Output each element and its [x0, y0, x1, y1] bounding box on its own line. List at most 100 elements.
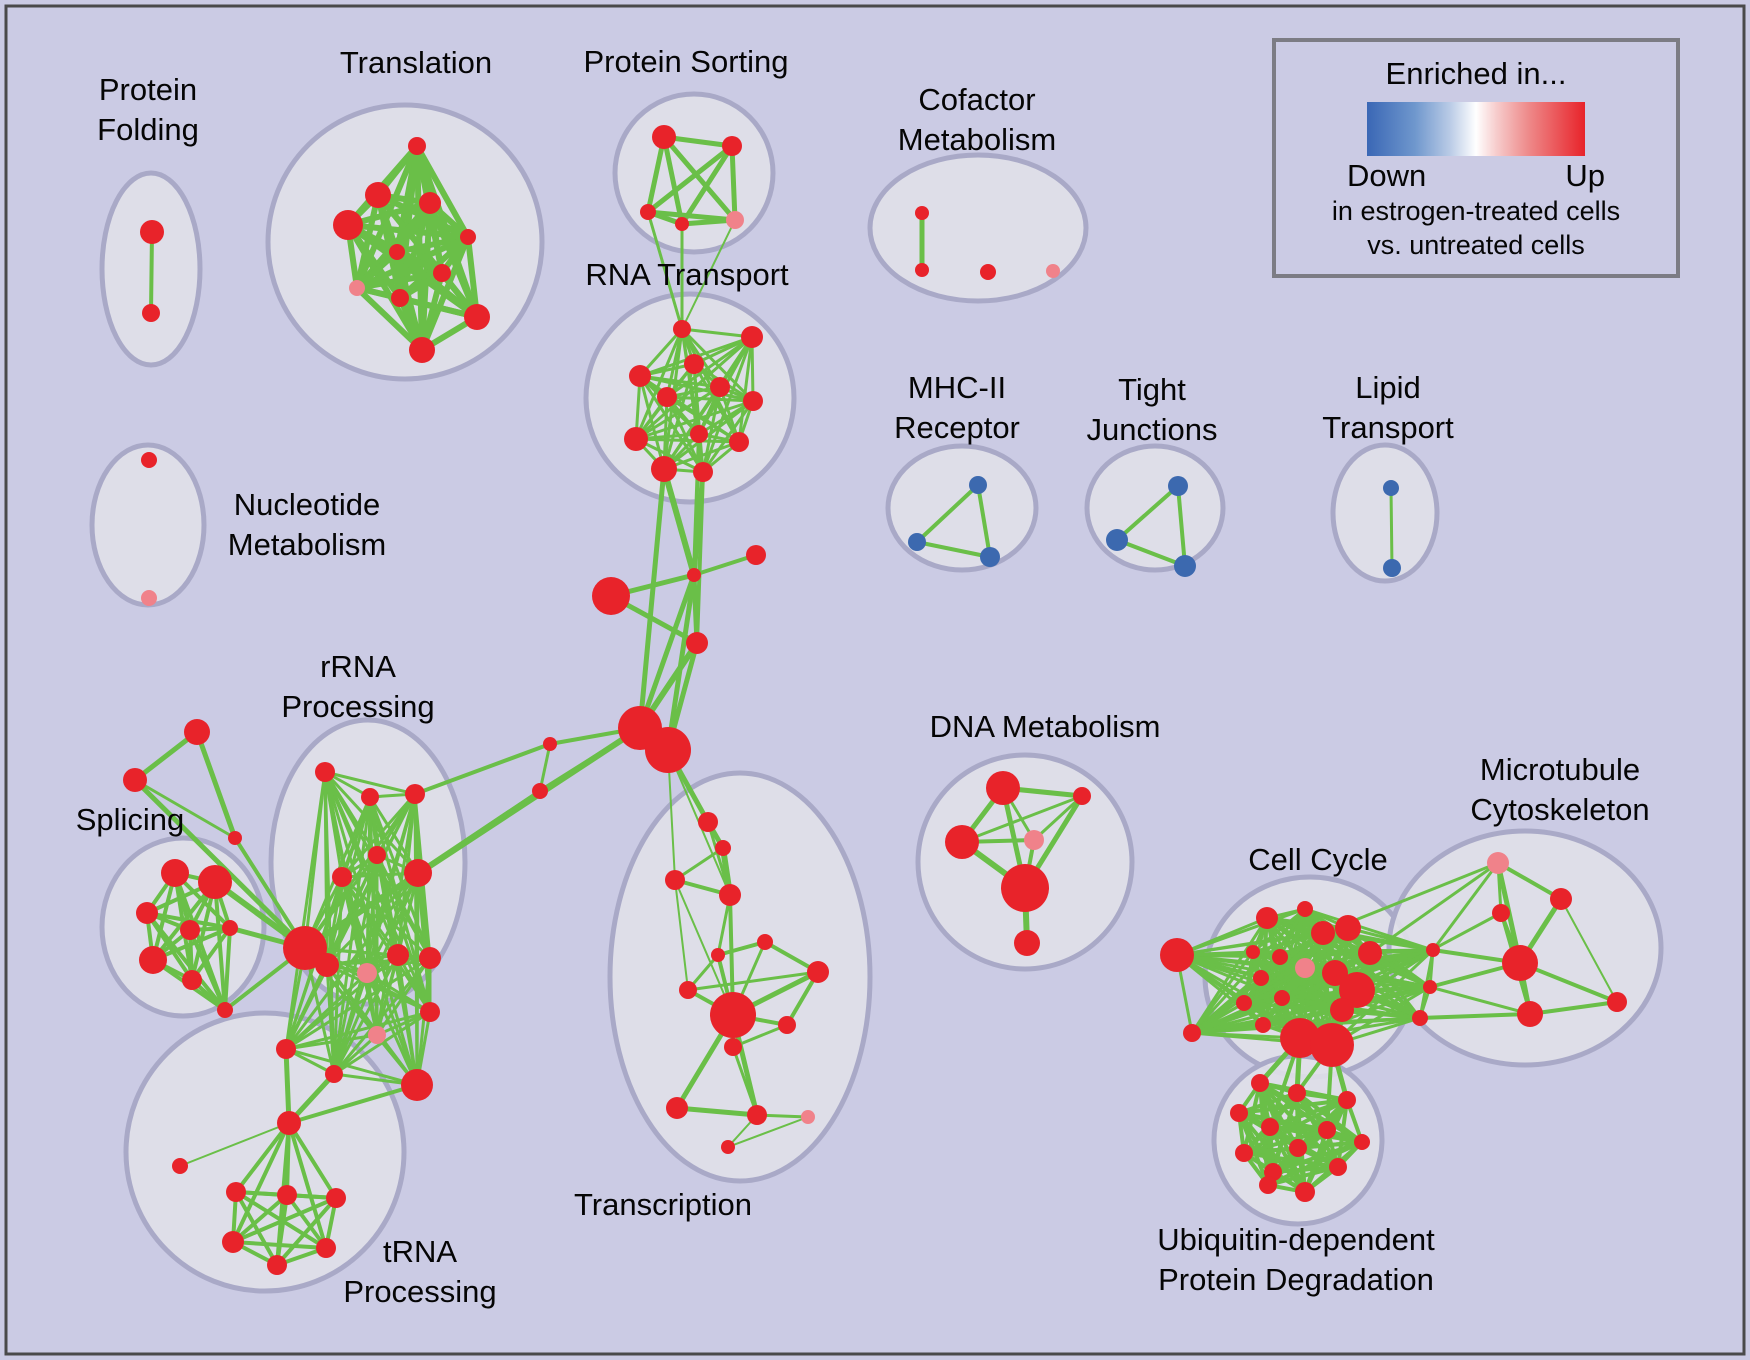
enrichment-edge: [133, 778, 237, 840]
gene-set-node: [651, 456, 677, 482]
gene-set-node: [408, 137, 426, 155]
enrichment-edge: [695, 470, 705, 645]
gene-set-node: [666, 1097, 688, 1119]
enrichment-edge: [213, 880, 227, 1012]
gene-set-node: [1183, 1024, 1201, 1042]
enrichment-edge: [706, 820, 732, 897]
legend-up-label: Up: [1565, 158, 1605, 193]
enrichment-edge: [681, 219, 736, 330]
gene-set-node: [1487, 852, 1509, 874]
gene-set-node: [222, 920, 238, 936]
gene-set-node: [690, 425, 708, 443]
enrichment-edge: [368, 795, 432, 960]
enrichment-edge: [1190, 916, 1269, 1035]
gene-set-node: [687, 568, 701, 582]
gene-set-node: [711, 948, 725, 962]
cluster-ellipse-dna_metabolism: [915, 752, 1135, 972]
cluster-ellipse-nucleotide_metabolism: [89, 442, 207, 608]
enrichment-edge: [1431, 861, 1500, 952]
enrichment-edge: [179, 1122, 290, 1167]
gene-set-node: [729, 432, 749, 452]
gene-set-node: [1106, 529, 1128, 551]
gene-set-node: [405, 784, 425, 804]
gene-set-node: [722, 136, 742, 156]
gene-set-node: [217, 1002, 233, 1018]
gene-set-node: [1517, 1001, 1543, 1027]
enrichment-edge: [354, 249, 400, 291]
enrichment-edge: [332, 795, 372, 1076]
enrichment-edge: [365, 971, 432, 1014]
cluster-label-trna_processing: Processing: [343, 1274, 496, 1309]
cluster-label-ubiquitin_degradation: Protein Degradation: [1158, 1262, 1434, 1297]
gene-set-node: [387, 944, 409, 966]
enrichment-edge: [1418, 1012, 1532, 1020]
cluster-label-nucleotide_metabolism: Nucleotide: [234, 487, 380, 522]
enrichment-edge: [1237, 1091, 1299, 1115]
gene-set-node: [141, 452, 157, 468]
legend-caption-line2: vs. untreated cells: [1367, 230, 1585, 260]
gene-set-node: [464, 304, 490, 330]
labels-layer: Protein Folding Translation Protein Sorting…: [76, 44, 1650, 1309]
gene-set-node: [969, 476, 987, 494]
enrichment-edge: [674, 879, 734, 1016]
gene-set-node: [741, 326, 763, 348]
enrichment-edge: [634, 385, 722, 441]
gene-set-node: [391, 289, 409, 307]
gene-set-node: [1335, 915, 1361, 941]
enrichment-edge: [1032, 794, 1084, 842]
gene-set-node: [1261, 1118, 1279, 1136]
enrichment-edge: [701, 385, 722, 474]
gene-set-node: [325, 1065, 343, 1083]
gene-set-node: [1236, 995, 1252, 1011]
cluster-label-protein_folding: Protein: [99, 72, 197, 107]
gene-set-node: [316, 1238, 336, 1258]
gene-set-node: [142, 304, 160, 322]
gene-set-node: [624, 427, 648, 451]
gene-set-node: [409, 337, 435, 363]
gene-set-node: [368, 846, 386, 864]
gene-set-node: [1174, 555, 1196, 577]
enrichment-edge: [538, 742, 552, 793]
gene-set-node: [141, 590, 157, 606]
gene-set-node: [1310, 1023, 1354, 1067]
enrichment-edge: [190, 926, 232, 982]
gene-set-node: [673, 320, 691, 338]
enrichment-edge: [1528, 1000, 1619, 1016]
legend-title: Enriched in...: [1385, 56, 1567, 91]
gene-set-node: [368, 1026, 386, 1044]
enrichment-edge: [731, 1023, 789, 1049]
enrichment-edge: [284, 953, 400, 1051]
enrichment-edge: [413, 742, 552, 796]
gene-set-node: [665, 870, 685, 890]
gene-set-node: [945, 825, 979, 859]
enrichment-edge: [1428, 985, 1532, 1016]
gene-set-node: [1339, 972, 1375, 1008]
gene-set-node: [1272, 949, 1288, 965]
gene-set-node: [1311, 921, 1335, 945]
enrichment-edge: [701, 399, 755, 474]
enrichment-edge: [1368, 861, 1500, 955]
cluster-label-mhc2_receptor: Receptor: [894, 410, 1020, 445]
enrichment-edge: [287, 1083, 419, 1125]
enrichment-edge: [231, 1193, 289, 1244]
enrichment-edge: [345, 222, 425, 353]
enrichment-edge: [332, 1033, 379, 1076]
enrichment-edge: [284, 1047, 419, 1087]
enrichment-edge: [737, 335, 754, 444]
gene-set-node: [349, 280, 365, 296]
gene-set-node: [433, 264, 451, 282]
gene-set-node: [679, 981, 697, 999]
cluster-label-lipid_transport: Transport: [1322, 410, 1454, 445]
legend: Enriched in... Down Up in estrogen-treat…: [1272, 38, 1680, 278]
gene-set-node: [1046, 264, 1060, 278]
gene-set-node: [1550, 888, 1572, 910]
gene-set-node: [980, 264, 996, 280]
gene-set-node: [592, 577, 630, 615]
enrichment-edge: [960, 794, 1084, 844]
gene-set-node: [645, 727, 691, 773]
enrichment-edge: [976, 483, 992, 559]
gene-set-node: [807, 961, 829, 983]
enrichment-edge: [332, 956, 432, 1076]
enrichment-edge: [634, 437, 741, 444]
cluster-label-cofactor_metabolism: Metabolism: [898, 122, 1057, 157]
